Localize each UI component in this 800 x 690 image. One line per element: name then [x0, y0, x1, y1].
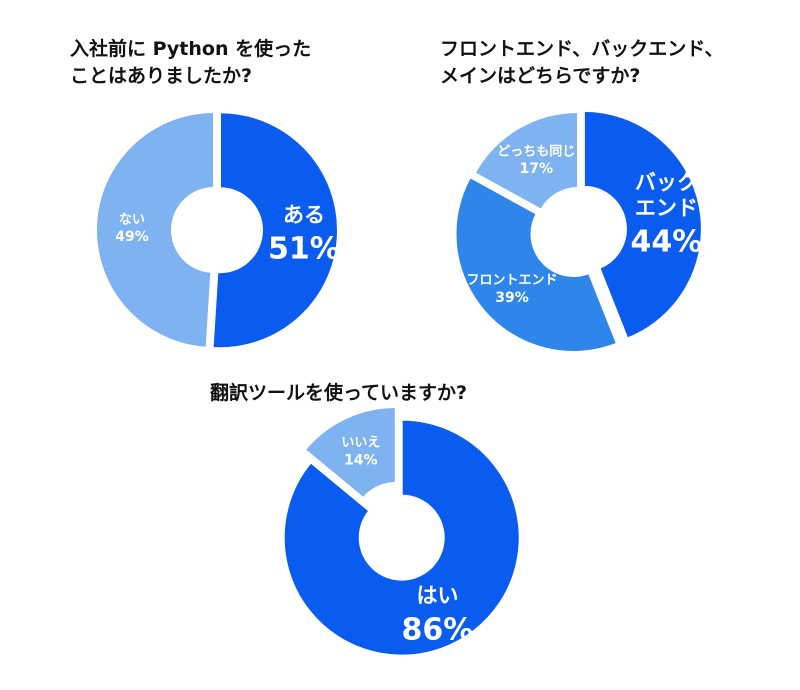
chart-2-slice-2: [454, 175, 619, 353]
chart-3-title-line-1: 翻訳ツールを使っていますか?: [210, 382, 468, 404]
chart-3-slice-2-value: 14%: [344, 453, 378, 469]
chart-2-title-line-1: フロントエンド、バックエンド、: [440, 38, 724, 60]
chart-1-slice-2-label: ない: [119, 212, 145, 227]
chart-3-slice-1-value: 86%: [402, 612, 474, 647]
chart-3-title: 翻訳ツールを使っていますか?: [210, 380, 467, 407]
chart-2-slice-3-label: どっちも同じ: [497, 144, 575, 159]
chart-2-slice-2-value: 39%: [495, 290, 529, 306]
chart-3-slice-2-label: いいえ: [341, 436, 380, 451]
chart-1-title-line-2: ことはありましたか?: [70, 65, 253, 87]
chart-2-title-line-2: メインはどちらですか?: [440, 65, 641, 87]
chart-2-donut: バックエンド 44% フロントエンド 39% どっちも同じ 17%: [454, 109, 703, 353]
chart-1-donut: ある 51% ない 49%: [95, 110, 340, 350]
chart-2-slice-3-value: 17%: [520, 161, 554, 177]
chart-2-slice-2-label: フロントエンド: [466, 273, 557, 288]
chart-3-slice-1: [282, 418, 521, 657]
chart-1-title-line-1: 入社前に Python を使った: [70, 38, 312, 60]
chart-1-slice-1-label: ある: [283, 203, 325, 227]
chart-2-slice-1-label-line-1: バック: [635, 171, 698, 195]
chart-2-slice-1-label-line-2: エンド: [635, 196, 698, 220]
chart-3-donut: はい 86% いいえ 14%: [282, 405, 521, 657]
chart-2-slice-3: [473, 110, 579, 212]
chart-1-title: 入社前に Python を使った ことはありましたか?: [70, 36, 311, 90]
chart-3-slice-2: [303, 405, 397, 500]
chart-1-slice-1-value: 51%: [268, 232, 340, 267]
chart-1-slice-2: [95, 110, 215, 349]
chart-2-slice-1: [582, 109, 703, 340]
chart-2-title: フロントエンド、バックエンド、 メインはどちらですか?: [440, 36, 723, 90]
chart-2-slice-1-value: 44%: [630, 225, 702, 260]
chart-1-slice-1: [211, 111, 339, 350]
chart-1-slice-2-value: 49%: [115, 229, 149, 245]
chart-3-slice-1-label: はい: [416, 584, 458, 608]
